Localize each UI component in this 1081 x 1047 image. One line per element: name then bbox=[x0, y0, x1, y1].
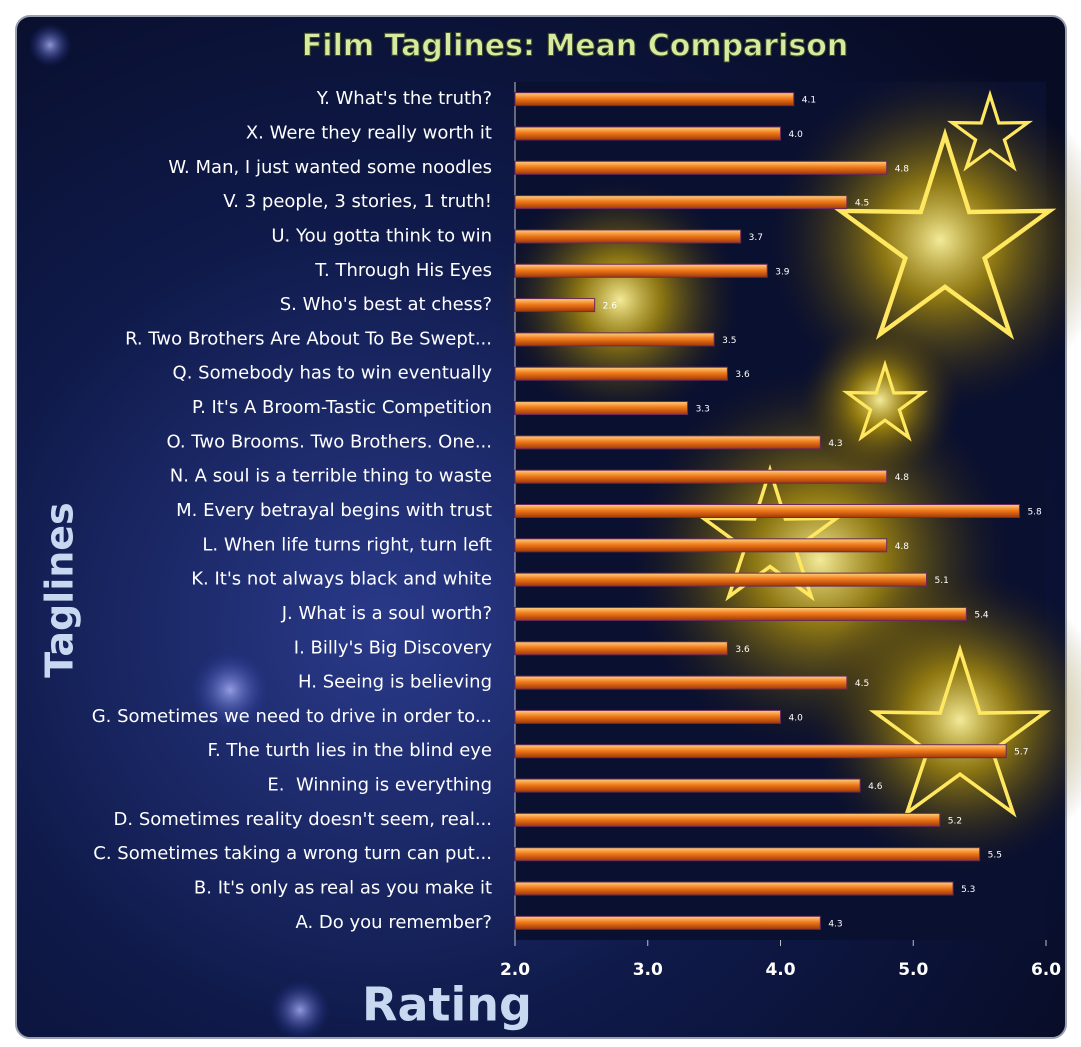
data-label: 2.6 bbox=[603, 302, 618, 312]
bar bbox=[514, 606, 967, 621]
bar bbox=[514, 572, 928, 587]
bar bbox=[514, 538, 888, 553]
bar bbox=[514, 229, 742, 244]
y-tick-label: Y. What's the truth? bbox=[316, 88, 492, 109]
data-label: 3.6 bbox=[735, 370, 750, 380]
data-label: 4.0 bbox=[789, 713, 804, 723]
data-label: 4.3 bbox=[828, 439, 842, 449]
bar bbox=[514, 744, 1007, 759]
y-tick-label: X. Were they really worth it bbox=[246, 122, 492, 143]
data-label: 4.8 bbox=[895, 542, 910, 552]
x-axis-title: Rating bbox=[362, 978, 532, 1032]
data-label: 5.5 bbox=[988, 851, 1002, 861]
bar bbox=[514, 332, 715, 347]
bar bbox=[514, 675, 848, 690]
data-label: 5.8 bbox=[1027, 508, 1042, 518]
data-label: 4.6 bbox=[868, 782, 883, 792]
y-tick-label: D. Sometimes reality doesn't seem, real.… bbox=[114, 809, 492, 830]
decoration bbox=[28, 23, 72, 67]
x-tick-label: 5.0 bbox=[898, 960, 928, 980]
data-label: 3.5 bbox=[722, 336, 736, 346]
bar bbox=[514, 641, 728, 656]
data-label: 4.5 bbox=[855, 199, 869, 209]
x-tick-label: 6.0 bbox=[1031, 960, 1061, 980]
bar bbox=[514, 401, 689, 416]
data-label: 4.1 bbox=[802, 96, 816, 106]
bar bbox=[514, 881, 954, 896]
bar bbox=[514, 709, 781, 724]
data-label: 4.5 bbox=[855, 679, 869, 689]
data-label: 5.2 bbox=[948, 816, 962, 826]
data-label: 5.3 bbox=[961, 885, 975, 895]
chart-title: Film Taglines: Mean Comparison bbox=[302, 29, 848, 64]
data-label: 4.8 bbox=[895, 164, 910, 174]
x-tick-label: 2.0 bbox=[500, 960, 530, 980]
x-tick-label: 4.0 bbox=[765, 960, 795, 980]
bar bbox=[514, 435, 821, 450]
data-label: 3.3 bbox=[696, 405, 710, 415]
bar bbox=[514, 160, 888, 175]
bar bbox=[514, 195, 848, 210]
bar bbox=[514, 812, 941, 827]
data-label: 4.8 bbox=[895, 473, 910, 483]
bar bbox=[514, 263, 768, 278]
bar bbox=[514, 915, 821, 930]
y-tick-label: W. Man, I just wanted some noodles bbox=[168, 157, 492, 178]
bar bbox=[514, 504, 1020, 518]
y-tick-label: T. Through His Eyes bbox=[314, 260, 492, 281]
y-tick-label: V. 3 people, 3 stories, 1 truth! bbox=[223, 191, 492, 212]
y-tick-label: U. You gotta think to win bbox=[271, 225, 492, 246]
decoration bbox=[190, 650, 270, 730]
data-label: 3.6 bbox=[735, 645, 750, 655]
data-label: 5.1 bbox=[935, 576, 949, 586]
y-tick-label: H. Seeing is believing bbox=[298, 672, 492, 693]
bar bbox=[514, 469, 888, 484]
bar bbox=[514, 847, 981, 862]
y-tick-label: G. Sometimes we need to drive in order t… bbox=[92, 706, 492, 727]
x-tick-label: 3.0 bbox=[633, 960, 663, 980]
data-label: 5.4 bbox=[974, 610, 989, 620]
bar bbox=[514, 366, 728, 381]
y-tick-label: O. Two Brooms. Two Brothers. One... bbox=[166, 431, 492, 452]
data-label: 3.7 bbox=[749, 233, 763, 243]
bar bbox=[514, 92, 795, 107]
data-label: 4.3 bbox=[828, 919, 842, 929]
y-tick-label: I. Billy's Big Discovery bbox=[294, 637, 493, 658]
y-tick-label: J. What is a soul worth? bbox=[281, 603, 492, 624]
data-label: 3.9 bbox=[775, 267, 790, 277]
y-tick-label: A. Do you remember? bbox=[295, 912, 492, 933]
y-tick-label: F. The turth lies in the blind eye bbox=[207, 740, 492, 761]
y-tick-label: Q. Somebody has to win eventually bbox=[173, 363, 493, 384]
bar bbox=[514, 298, 596, 313]
y-tick-label: S. Who's best at chess? bbox=[280, 294, 492, 315]
bar bbox=[514, 778, 861, 793]
y-tick-label: L. When life turns right, turn left bbox=[202, 534, 492, 555]
y-axis-title: Taglines bbox=[38, 502, 82, 677]
data-label: 4.0 bbox=[789, 130, 804, 140]
y-tick-label: M. Every betrayal begins with trust bbox=[176, 500, 492, 521]
y-tick-label: K. It's not always black and white bbox=[191, 569, 492, 590]
decoration bbox=[270, 980, 330, 1040]
y-tick-label: P. It's A Broom-Tastic Competition bbox=[192, 397, 492, 418]
y-tick-label: C. Sometimes taking a wrong turn can put… bbox=[93, 843, 492, 864]
y-tick-label: R. Two Brothers Are About To Be Swept... bbox=[125, 328, 492, 349]
y-tick-label: E. Winning is everything bbox=[267, 775, 492, 796]
data-label: 5.7 bbox=[1014, 748, 1028, 758]
y-tick-label: B. It's only as real as you make it bbox=[194, 878, 492, 899]
y-tick-label: N. A soul is a terrible thing to waste bbox=[170, 466, 492, 487]
bar bbox=[514, 126, 781, 141]
